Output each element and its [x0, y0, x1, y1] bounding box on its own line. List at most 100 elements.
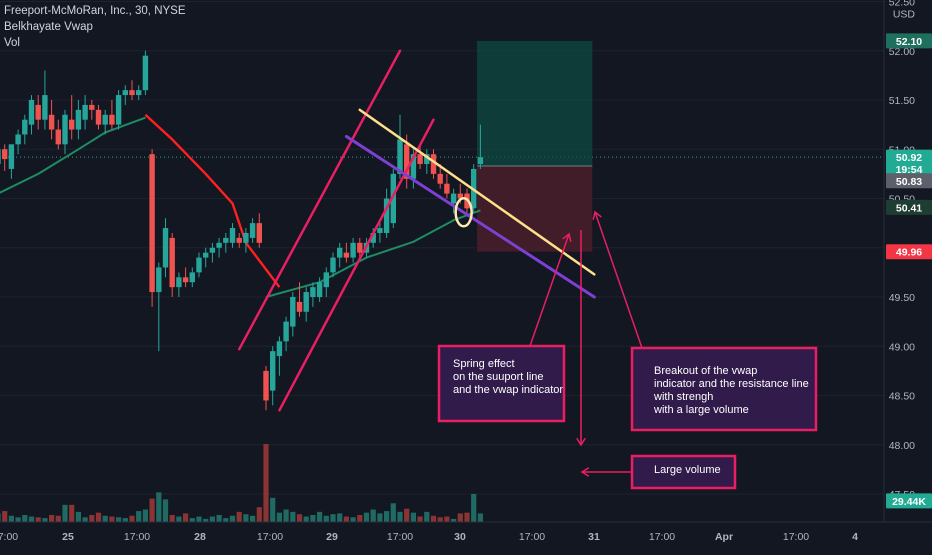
candle-body: [337, 247, 343, 258]
volume-bar: [397, 511, 403, 522]
candle-body: [102, 114, 108, 125]
time-tick-label: 28: [194, 531, 206, 543]
volume-bar: [183, 513, 189, 522]
spring-marker[interactable]: [454, 197, 473, 228]
time-tick-label: 17:00: [257, 531, 283, 543]
volume-bar: [189, 518, 195, 522]
volume-bar: [256, 507, 262, 522]
volume-bar: [176, 516, 182, 522]
volume-bar: [169, 514, 175, 522]
price-tick-label: 48.50: [889, 391, 915, 403]
volume-bar: [343, 516, 349, 522]
volume-bar: [350, 517, 356, 522]
volume-bar: [430, 515, 437, 522]
volume-bar: [410, 512, 416, 522]
volume-bar: [236, 511, 242, 522]
volume-bar: [250, 515, 256, 522]
candle-body: [0, 149, 1, 165]
volume-bar: [136, 511, 142, 522]
candle-body: [243, 232, 249, 243]
volume-bar: [42, 518, 48, 522]
candle-body: [303, 292, 309, 312]
breakout-box[interactable]: [630, 346, 818, 432]
volume-bar: [477, 513, 483, 522]
price-tick-label: 48.00: [889, 440, 915, 452]
volume-bar: [8, 515, 14, 522]
currency-label: USD: [893, 8, 916, 20]
volume-bar: [270, 497, 276, 522]
symbol-title[interactable]: Freeport-McMoRan, Inc., 30, NYSE: [4, 5, 186, 17]
channel-lower-line[interactable]: [278, 118, 435, 412]
candle-body: [377, 228, 383, 233]
candle-body: [115, 95, 122, 125]
price-tag-label: 29.44K: [892, 496, 926, 508]
price-axis[interactable]: 52.5052.0051.5051.0050.5050.0049.5049.00…: [883, 0, 932, 522]
long-position-tool[interactable]: [477, 40, 593, 252]
volume-title[interactable]: Vol: [4, 37, 20, 49]
candle-body: [82, 104, 88, 120]
volume-bar: [82, 517, 88, 522]
indicator-title[interactable]: Belkhayate Vwap: [4, 21, 93, 33]
candle-body: [55, 129, 61, 145]
spring-arrow-head: [562, 232, 572, 242]
volume-bar: [323, 515, 329, 522]
time-tick-label: 29: [326, 531, 338, 543]
candle-body: [129, 90, 135, 96]
downtrend-line: [144, 113, 281, 288]
time-tick-label: 31: [588, 531, 600, 543]
price-tick-label: 49.50: [889, 292, 915, 304]
time-tick-label: Apr: [715, 531, 733, 543]
spring-effect-box[interactable]: [437, 344, 566, 423]
volume-bar: [263, 444, 269, 522]
candles: [0, 50, 484, 411]
volume-bar: [337, 513, 343, 522]
time-tick-label: 17:00: [783, 531, 809, 543]
drawings[interactable]: [237, 49, 818, 490]
volume-bar: [330, 514, 336, 522]
time-tick-label: 17:00: [649, 531, 675, 543]
volume-bar: [390, 503, 396, 522]
volume-bar: [149, 498, 155, 522]
candle-body: [437, 173, 443, 184]
candle-body: [196, 257, 202, 273]
volume-bar: [209, 516, 215, 522]
candle-body: [223, 237, 229, 243]
volume-bar: [417, 516, 423, 522]
candle-body: [457, 193, 463, 199]
stop-zone[interactable]: [477, 165, 593, 252]
candle-body: [270, 351, 276, 391]
candle-body: [236, 237, 242, 243]
volume-bar: [89, 514, 95, 522]
price-tag-label: 50.83: [896, 176, 922, 188]
candle-body: [370, 232, 376, 243]
candle-body: [323, 272, 329, 288]
resistance-line[interactable]: [358, 108, 596, 276]
channel-upper-line[interactable]: [237, 49, 402, 351]
breakout-arrow: [594, 211, 643, 349]
volume-bar: [196, 516, 202, 522]
candle-body: [330, 257, 336, 273]
price-tag-label: 52.10: [896, 36, 922, 48]
candle-body: [136, 90, 142, 96]
volume-bar: [216, 514, 222, 522]
price-tag: [886, 161, 932, 177]
volume-bar: [357, 514, 363, 522]
volume-bar: [303, 516, 309, 522]
price-tick-label: 49.00: [889, 341, 915, 353]
volume-bar: [229, 515, 236, 522]
volume-bar: [129, 515, 135, 522]
time-axis[interactable]: 17:00 25 17:00 28 17:00 29 17:00 30 17:00 31 17:00…: [0, 521, 932, 550]
candle-body: [263, 370, 269, 401]
price-tag: [886, 33, 932, 49]
volume-bar: [109, 516, 115, 522]
volume-bar: [464, 512, 470, 522]
candle-body: [283, 321, 289, 342]
volume-bar: [384, 511, 390, 522]
candle-body: [383, 198, 390, 233]
candle-body: [216, 242, 222, 248]
profit-zone[interactable]: [477, 40, 593, 166]
volume-pointer-arrow-head: [576, 437, 586, 447]
